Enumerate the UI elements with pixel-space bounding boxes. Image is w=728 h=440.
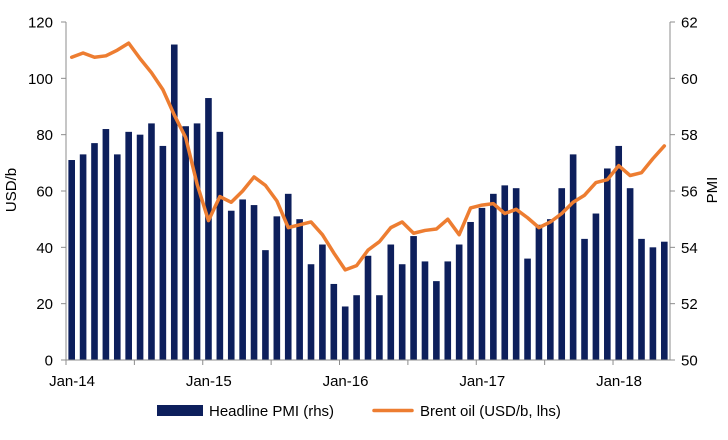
left-tick-label: 100 <box>28 71 53 88</box>
right-axis-title: PMI <box>704 177 721 204</box>
legend-pmi-swatch <box>157 405 203 416</box>
pmi-bar-2016-01 <box>341 306 349 360</box>
pmi-bar-2017-12 <box>604 168 611 360</box>
pmi-bar-2014-05 <box>113 154 121 360</box>
pmi-bar-2014-03 <box>91 143 98 360</box>
left-axis-ticks: 0 20 40 60 80 100 120 <box>28 15 66 370</box>
pmi-bar-2015-02 <box>216 131 224 360</box>
pmi-bar-2016-08 <box>421 261 429 360</box>
legend-pmi-label: Headline PMI (rhs) <box>209 403 334 420</box>
pmi-bar-2017-01 <box>478 207 486 360</box>
right-tick-label: 52 <box>681 296 698 313</box>
left-tick-label: 80 <box>36 127 53 144</box>
pmi-bar-2015-09 <box>296 219 303 360</box>
pmi-bar-2017-02 <box>490 193 497 360</box>
pmi-bar-2016-05 <box>387 244 395 360</box>
pmi-bar-2017-04 <box>512 188 520 360</box>
pmi-bar-2016-07 <box>410 236 417 360</box>
legend: Headline PMI (rhs) Brent oil (USD/b, lhs… <box>157 403 561 420</box>
pmi-bar-2015-03 <box>227 210 235 360</box>
pmi-bar-2018-04 <box>649 247 657 360</box>
pmi-bar-2015-08 <box>284 193 292 360</box>
x-tick-label: Jan-18 <box>596 373 642 390</box>
pmi-bar-2016-11 <box>455 244 463 360</box>
brent-oil-line <box>69 41 667 272</box>
pmi-bar-2015-12 <box>330 283 338 360</box>
x-tick-label: Jan-16 <box>323 373 369 390</box>
pmi-bar-2017-08 <box>558 188 566 360</box>
pmi-bar-2014-04 <box>102 129 110 360</box>
x-tick-label: Jan-14 <box>49 373 95 390</box>
pmi-bar-2014-09 <box>159 145 167 360</box>
pmi-bar-2016-03 <box>364 255 372 360</box>
pmi-bar-2016-06 <box>398 264 406 360</box>
left-axis-title: USD/b <box>3 168 20 212</box>
pmi-bar-2014-01 <box>68 160 75 360</box>
pmi-bar-2014-12 <box>193 123 201 361</box>
pmi-bar-2014-06 <box>125 131 132 360</box>
right-tick-label: 50 <box>681 353 698 370</box>
legend-brent-label: Brent oil (USD/b, lhs) <box>420 403 561 420</box>
pmi-bar-2015-05 <box>250 205 258 360</box>
pmi-bar-2018-02 <box>626 188 634 360</box>
right-axis-ticks: 50 52 54 56 58 60 62 <box>670 15 698 370</box>
pmi-bar-2014-10 <box>170 44 178 360</box>
x-tick-label: Jan-17 <box>459 373 505 390</box>
left-tick-label: 20 <box>36 296 53 313</box>
pmi-bar-2015-04 <box>239 199 246 360</box>
left-tick-label: 120 <box>28 15 53 32</box>
pmi-bar-2017-09 <box>569 154 577 360</box>
pmi-bar-2015-11 <box>319 244 326 360</box>
pmi-bar-2015-01 <box>205 98 212 361</box>
right-tick-label: 56 <box>681 184 698 201</box>
pmi-bar-2014-11 <box>182 126 189 360</box>
right-tick-label: 60 <box>681 71 698 88</box>
pmi-bar-2016-04 <box>376 295 383 360</box>
right-tick-label: 54 <box>681 240 698 257</box>
x-tick-label: Jan-15 <box>186 373 232 390</box>
pmi-bar-2016-10 <box>444 261 452 360</box>
pmi-bar-2017-11 <box>592 213 600 360</box>
left-tick-label: 60 <box>36 184 53 201</box>
pmi-bar-2014-07 <box>136 134 144 360</box>
pmi-bar-series <box>68 44 668 361</box>
pmi-bar-2017-05 <box>524 258 531 360</box>
pmi-bar-2017-07 <box>547 219 554 360</box>
right-tick-label: 62 <box>681 15 698 32</box>
right-tick-label: 58 <box>681 127 698 144</box>
pmi-bar-2018-03 <box>638 238 645 360</box>
pmi-bar-2017-03 <box>501 185 509 360</box>
left-tick-label: 0 <box>45 353 53 370</box>
pmi-bar-2016-02 <box>353 295 360 360</box>
pmi-bar-2015-10 <box>307 264 315 360</box>
pmi-bar-2018-01 <box>615 145 623 360</box>
pmi-bar-2015-07 <box>273 216 281 360</box>
pmi-bar-2014-08 <box>148 123 155 361</box>
pmi-bar-2016-12 <box>467 221 474 360</box>
pmi-bar-2015-06 <box>262 250 269 360</box>
pmi-bar-2014-02 <box>79 154 87 360</box>
pmi-bar-2017-06 <box>535 224 543 360</box>
left-tick-label: 40 <box>36 240 53 257</box>
pmi-bar-2018-05 <box>661 241 668 360</box>
pmi-bar-2017-10 <box>581 238 588 360</box>
pmi-bar-2016-09 <box>433 281 440 360</box>
x-axis-ticks: Jan-14 Jan-15 Jan-16 Jan-17 Jan-18 <box>49 360 642 390</box>
